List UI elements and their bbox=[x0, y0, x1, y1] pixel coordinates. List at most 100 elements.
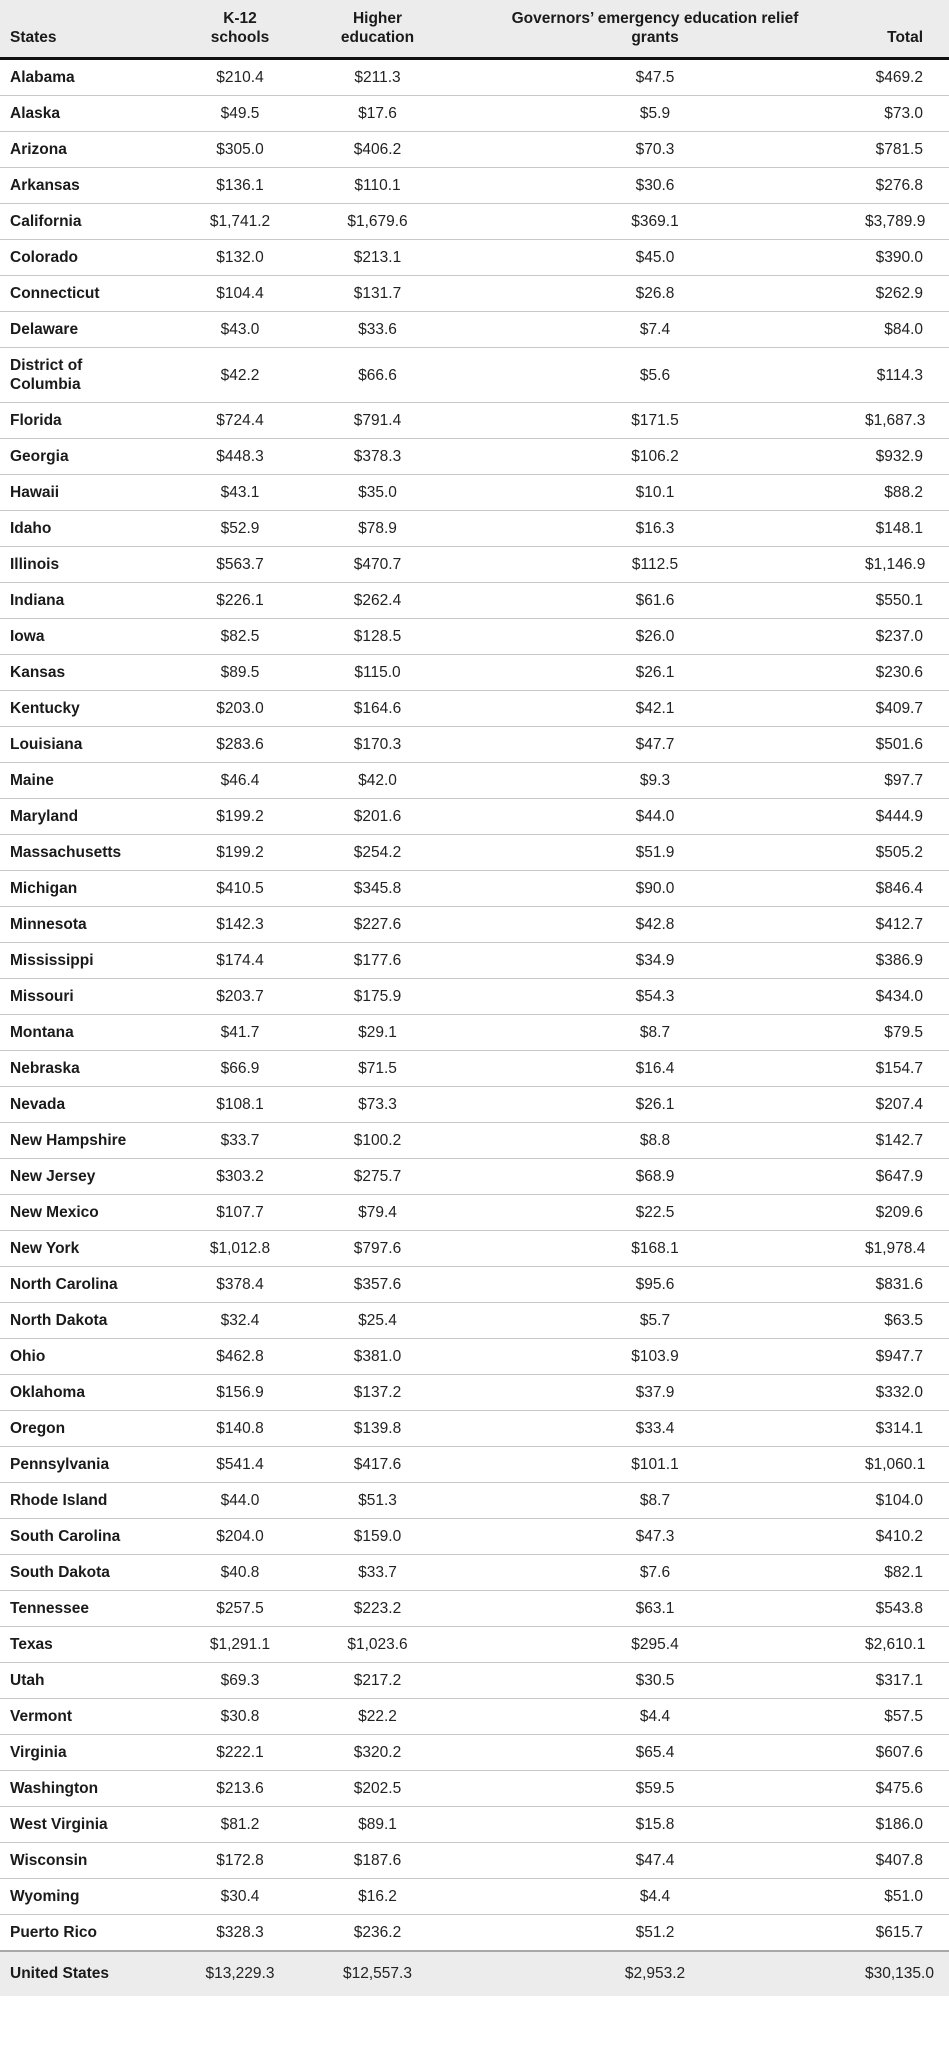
table-row: Puerto Rico $328.3 $236.2 $51.2 $615.7 bbox=[0, 1914, 949, 1952]
total-value: $57.5 bbox=[865, 1698, 949, 1735]
total-value: $154.7 bbox=[865, 1050, 949, 1087]
k12-value: $303.2 bbox=[170, 1158, 310, 1195]
higher-ed-value: $25.4 bbox=[310, 1302, 445, 1339]
column-header-k12-schools: K-12 schools bbox=[170, 0, 310, 60]
governors-value: $51.2 bbox=[445, 1914, 865, 1952]
higher-ed-value: $16.2 bbox=[310, 1878, 445, 1915]
table-row: Arkansas $136.1 $110.1 $30.6 $276.8 bbox=[0, 167, 949, 204]
total-value: $1,978.4 bbox=[865, 1230, 949, 1267]
k12-value: $43.0 bbox=[170, 311, 310, 348]
governors-value: $5.7 bbox=[445, 1302, 865, 1339]
table-row: Washington $213.6 $202.5 $59.5 $475.6 bbox=[0, 1770, 949, 1807]
k12-value: $257.5 bbox=[170, 1590, 310, 1627]
k12-value: $33.7 bbox=[170, 1122, 310, 1159]
total-value: $237.0 bbox=[865, 618, 949, 655]
state-name-cell: Connecticut bbox=[0, 275, 170, 312]
total-value: $501.6 bbox=[865, 726, 949, 763]
total-value: $386.9 bbox=[865, 942, 949, 979]
state-name-cell: Pennsylvania bbox=[0, 1446, 170, 1483]
governors-value: $171.5 bbox=[445, 402, 865, 439]
higher-ed-value: $17.6 bbox=[310, 95, 445, 132]
governors-value: $106.2 bbox=[445, 438, 865, 475]
governors-value: $42.1 bbox=[445, 690, 865, 727]
table-row: Michigan $410.5 $345.8 $90.0 $846.4 bbox=[0, 870, 949, 907]
state-name-cell: Georgia bbox=[0, 438, 170, 475]
total-value: $148.1 bbox=[865, 510, 949, 547]
state-name: Puerto Rico bbox=[10, 1924, 97, 1941]
state-name: Missouri bbox=[10, 988, 74, 1005]
total-value: $209.6 bbox=[865, 1194, 949, 1231]
governors-value: $70.3 bbox=[445, 131, 865, 168]
governors-value: $68.9 bbox=[445, 1158, 865, 1195]
k12-value: $43.1 bbox=[170, 474, 310, 511]
state-name-cell: New Hampshire bbox=[0, 1122, 170, 1159]
table-row: New Mexico $107.7 $79.4 $22.5 $209.6 bbox=[0, 1194, 949, 1231]
state-name: New Hampshire bbox=[10, 1132, 127, 1149]
total-value: $409.7 bbox=[865, 690, 949, 727]
k12-value: $174.4 bbox=[170, 942, 310, 979]
state-name: District of Columbia bbox=[10, 357, 83, 393]
higher-ed-value: $175.9 bbox=[310, 978, 445, 1015]
total-value: $831.6 bbox=[865, 1266, 949, 1303]
higher-ed-value: $211.3 bbox=[310, 58, 445, 96]
state-name-cell: California bbox=[0, 203, 170, 240]
k12-value: $44.0 bbox=[170, 1482, 310, 1519]
state-name: Massachusetts bbox=[10, 844, 122, 861]
table-row: South Dakota $40.8 $33.7 $7.6 $82.1 bbox=[0, 1554, 949, 1591]
table-row: Virginia $222.1 $320.2 $65.4 $607.6 bbox=[0, 1734, 949, 1771]
total-value: $63.5 bbox=[865, 1302, 949, 1339]
state-name-cell: South Carolina bbox=[0, 1518, 170, 1555]
state-name-cell: Nevada bbox=[0, 1086, 170, 1123]
total-value: $317.1 bbox=[865, 1662, 949, 1699]
governors-value: $26.8 bbox=[445, 275, 865, 312]
total-value: $846.4 bbox=[865, 870, 949, 907]
governors-value: $295.4 bbox=[445, 1626, 865, 1663]
state-name-cell: Washington bbox=[0, 1770, 170, 1807]
governors-value: $54.3 bbox=[445, 978, 865, 1015]
state-name-cell: Texas bbox=[0, 1626, 170, 1663]
k12-value: $108.1 bbox=[170, 1086, 310, 1123]
governors-value: $26.1 bbox=[445, 654, 865, 691]
table-row: Utah $69.3 $217.2 $30.5 $317.1 bbox=[0, 1662, 949, 1699]
state-name-cell: Hawaii bbox=[0, 474, 170, 511]
governors-value: $47.4 bbox=[445, 1842, 865, 1879]
governors-value: $61.6 bbox=[445, 582, 865, 619]
total-value: $332.0 bbox=[865, 1374, 949, 1411]
state-name-cell: Kansas bbox=[0, 654, 170, 691]
total-value: $1,060.1 bbox=[865, 1446, 949, 1483]
state-name-cell: District of Columbia bbox=[0, 347, 170, 403]
column-header-total: Total bbox=[865, 0, 949, 60]
k12-value: $213.6 bbox=[170, 1770, 310, 1807]
total-value: $781.5 bbox=[865, 131, 949, 168]
table-row: Vermont $30.8 $22.2 $4.4 $57.5 bbox=[0, 1698, 949, 1735]
state-name-cell: Minnesota bbox=[0, 906, 170, 943]
governors-value: $5.6 bbox=[445, 347, 865, 403]
state-name: Alabama bbox=[10, 69, 75, 86]
table-row: Wisconsin $172.8 $187.6 $47.4 $407.8 bbox=[0, 1842, 949, 1879]
total-value: $114.3 bbox=[865, 347, 949, 403]
higher-ed-value: $227.6 bbox=[310, 906, 445, 943]
state-name-cell: Missouri bbox=[0, 978, 170, 1015]
state-name-cell: Indiana bbox=[0, 582, 170, 619]
state-name-cell: Illinois bbox=[0, 546, 170, 583]
governors-value: $65.4 bbox=[445, 1734, 865, 1771]
state-name-cell: Ohio bbox=[0, 1338, 170, 1375]
k12-value: $1,012.8 bbox=[170, 1230, 310, 1267]
column-header-states: States bbox=[0, 0, 170, 60]
k12-value: $142.3 bbox=[170, 906, 310, 943]
column-header-governors-grants: Governors’ emergency education relief gr… bbox=[445, 0, 865, 60]
state-name-cell: Vermont bbox=[0, 1698, 170, 1735]
higher-ed-value: $202.5 bbox=[310, 1770, 445, 1807]
state-name-cell: Florida bbox=[0, 402, 170, 439]
total-value: $412.7 bbox=[865, 906, 949, 943]
education-relief-table: States K-12 schools Higher education Gov… bbox=[0, 0, 949, 1996]
higher-ed-value: $139.8 bbox=[310, 1410, 445, 1447]
state-name: Vermont bbox=[10, 1708, 73, 1725]
governors-value: $63.1 bbox=[445, 1590, 865, 1627]
total-value: $543.8 bbox=[865, 1590, 949, 1627]
governors-value: $26.1 bbox=[445, 1086, 865, 1123]
governors-value: $37.9 bbox=[445, 1374, 865, 1411]
higher-ed-value: $201.6 bbox=[310, 798, 445, 835]
state-name: New Mexico bbox=[10, 1204, 99, 1221]
k12-value: $69.3 bbox=[170, 1662, 310, 1699]
